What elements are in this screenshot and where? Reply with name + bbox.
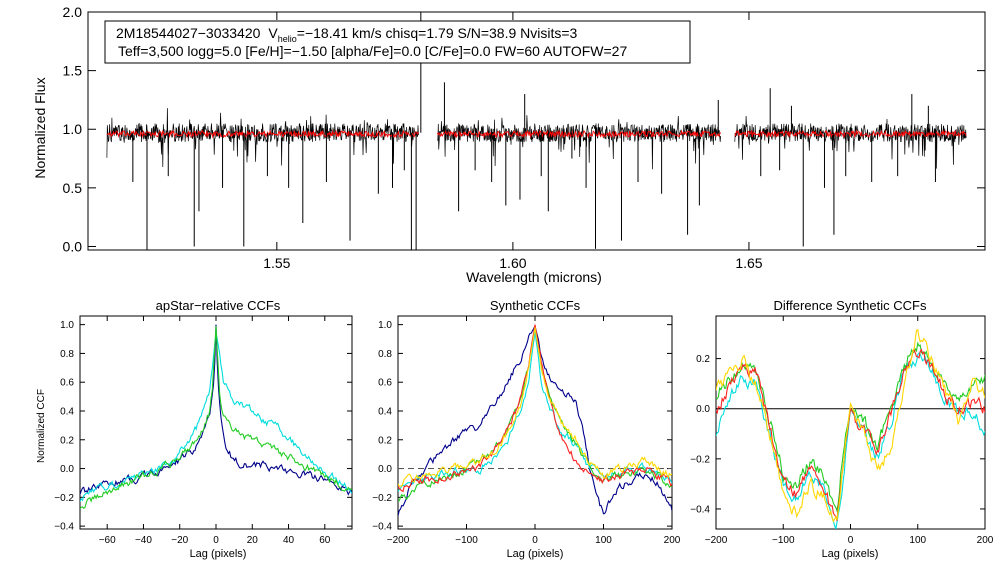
synthetic-series-visit5 xyxy=(398,327,672,487)
spectrum-frame xyxy=(87,11,986,251)
apstar-xtick-label: −40 xyxy=(135,535,152,546)
info-line2: Teff=3,500 logg=5.0 [Fe/H]=−1.50 [alpha/… xyxy=(118,43,627,59)
difference-title: Difference Synthetic CCFs xyxy=(774,298,927,313)
difference-xtick-label: −200 xyxy=(705,535,728,546)
spectrum-plot-area: 1.55 1.60 1.65 0.0 0.5 1.0 1.5 2.0 xyxy=(63,4,986,271)
synthetic-xtick-label: −200 xyxy=(387,535,410,546)
spectrum-series-model xyxy=(436,129,722,139)
difference-xtick-label: 100 xyxy=(909,535,926,546)
synthetic-series-visit1 xyxy=(398,324,672,517)
apstar-xtick-label: 0 xyxy=(213,535,219,546)
spectrum-ytick-label: 0.5 xyxy=(63,180,83,196)
spectrum-ytick-label: 1.0 xyxy=(63,121,83,137)
difference-frame xyxy=(715,315,986,530)
synthetic-ytick-label: −0.4 xyxy=(372,522,392,533)
synthetic-ytick-label: 0.2 xyxy=(378,435,392,446)
apstar-ccf-panel: apStar−relative CCFs Normalized CCF Lag … xyxy=(36,298,353,560)
difference-xlabel: Lag (pixels) xyxy=(822,548,879,560)
info-star-id: 2M18544027−3033420 xyxy=(116,25,261,41)
apstar-ytick-label: 0.4 xyxy=(60,406,74,417)
apstar-series-visit2 xyxy=(80,331,352,502)
synthetic-ytick-label: −0.2 xyxy=(372,493,392,504)
difference-ytick-label: 0.0 xyxy=(696,404,710,415)
synthetic-xtick-label: 0 xyxy=(532,535,538,546)
spectrum-xtick-label: 1.55 xyxy=(263,255,290,271)
synthetic-ytick-label: 1.0 xyxy=(378,320,392,331)
apstar-ytick-label: 0.0 xyxy=(60,464,74,475)
apstar-xtick-label: −60 xyxy=(99,535,116,546)
synthetic-frame xyxy=(397,315,673,530)
spectrum-lines xyxy=(106,12,967,250)
spectrum-panel: Normalized Flux Wavelength (microns) 1.5… xyxy=(32,4,986,285)
apstar-lines xyxy=(80,324,352,510)
apstar-frame xyxy=(79,315,353,530)
synthetic-ytick-label: 0.6 xyxy=(378,378,392,389)
difference-plot-area: −200 −100 0 100 200 −0.4 −0.2 0.0 0.2 xyxy=(690,315,994,546)
spectrum-ylabel: Normalized Flux xyxy=(32,77,48,178)
spectrum-ytick-label: 0.0 xyxy=(63,238,83,254)
synthetic-title: Synthetic CCFs xyxy=(490,298,581,313)
difference-series-visit2 xyxy=(716,352,985,529)
apstar-ytick-label: 0.6 xyxy=(60,378,74,389)
synthetic-series-visit4 xyxy=(398,324,672,493)
apstar-ytick-label: −0.4 xyxy=(54,522,74,533)
difference-lines xyxy=(716,328,985,529)
synthetic-xlabel: Lag (pixels) xyxy=(507,548,564,560)
apstar-ytick-label: −0.2 xyxy=(54,493,74,504)
synthetic-xtick-label: 200 xyxy=(664,535,681,546)
apstar-title: apStar−relative CCFs xyxy=(156,298,281,313)
difference-series-visit3 xyxy=(716,341,985,513)
info-line1-rest: =−18.41 km/s chisq=1.79 S/N=38.9 Nvisits… xyxy=(297,25,578,41)
synthetic-plot-area: −200 −100 0 100 200 −0.4 −0.2 0.0 0.2 0.4 0.6 0.8 1.… xyxy=(372,315,681,546)
info-v-symbol: V xyxy=(268,25,278,41)
info-box xyxy=(104,20,691,64)
difference-xtick-label: 200 xyxy=(977,535,994,546)
synthetic-xtick-label: 100 xyxy=(595,535,612,546)
spectrum-ytick-label: 1.5 xyxy=(63,63,83,79)
synthetic-ytick-label: 0.8 xyxy=(378,349,392,360)
apstar-xtick-label: −20 xyxy=(171,535,188,546)
synthetic-ccf-panel: Synthetic CCFs Lag (pixels) −200 −100 0 100… xyxy=(372,298,681,560)
spectrum-xtick-label: 1.60 xyxy=(499,255,526,271)
difference-ytick-label: 0.2 xyxy=(696,354,710,365)
difference-xtick-label: 0 xyxy=(848,535,854,546)
spectrum-series-model xyxy=(106,129,419,139)
apstar-series-visit1 xyxy=(80,324,352,496)
apstar-xtick-label: 60 xyxy=(319,535,331,546)
synthetic-xtick-label: −100 xyxy=(455,535,478,546)
spectrum-ytick-label: 2.0 xyxy=(63,4,83,20)
spectrum-series-model xyxy=(734,129,967,139)
spectrum-series-observed xyxy=(106,108,419,168)
synthetic-ytick-label: 0.4 xyxy=(378,406,392,417)
difference-ccf-panel: Difference Synthetic CCFs Lag (pixels) −… xyxy=(690,298,994,560)
apstar-xlabel: Lag (pixels) xyxy=(190,548,247,560)
difference-ytick-label: −0.4 xyxy=(690,504,710,515)
apstar-ytick-label: 1.0 xyxy=(60,320,74,331)
apstar-series-visit3 xyxy=(80,326,352,510)
info-line1: 2M18544027−3033420 Vhelio=−18.41 km/s chi… xyxy=(116,25,578,44)
apstar-xtick-label: 20 xyxy=(247,535,259,546)
synthetic-ytick-label: 0.0 xyxy=(378,464,392,475)
difference-series-visit4 xyxy=(716,347,985,521)
apstar-plot-area: −60 −40 −20 0 20 40 60 −0.4 −0.2 0.0 0.2 0.4 0.6 0.8 1… xyxy=(54,315,353,546)
spectrum-series-observed xyxy=(734,115,967,169)
spectrum-xlabel: Wavelength (microns) xyxy=(466,269,602,285)
difference-ytick-label: −0.2 xyxy=(690,454,710,465)
apstar-xtick-label: 40 xyxy=(283,535,295,546)
apstar-ytick-label: 0.2 xyxy=(60,435,74,446)
spectrum-xtick-label: 1.65 xyxy=(735,255,762,271)
synthetic-series-visit2 xyxy=(398,331,672,492)
apstar-ytick-label: 0.8 xyxy=(60,349,74,360)
difference-series-visit5 xyxy=(716,328,985,523)
spectrum-series-observed xyxy=(437,115,721,170)
apstar-ylabel: Normalized CCF xyxy=(36,389,47,463)
difference-xtick-label: −100 xyxy=(772,535,795,546)
info-v-subscript: helio xyxy=(278,34,297,44)
synthetic-lines xyxy=(398,324,672,517)
